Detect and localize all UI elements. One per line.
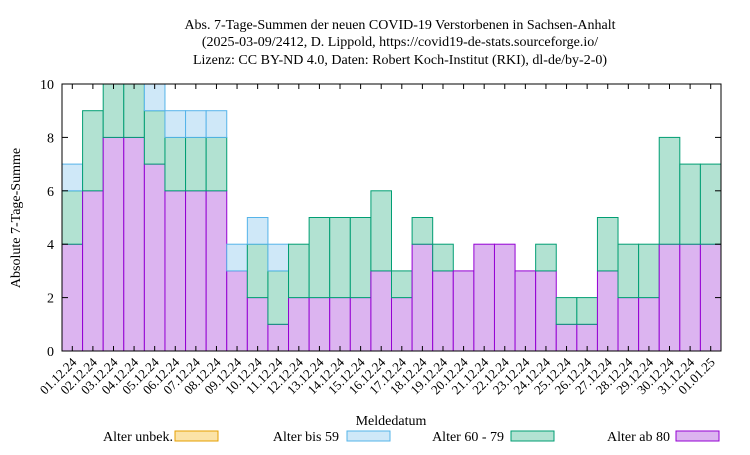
bar-alter-60-79-15.12.24: [349, 217, 372, 299]
bar-alter-ab-80-17.12.24: [391, 297, 413, 352]
y-axis: 0 2 4 6 8 10: [40, 78, 721, 360]
bar-alter-ab-80-16.12.24: [370, 270, 392, 352]
bar-alter-ab-80-15.12.24: [349, 297, 372, 352]
chart-title: Abs. 7-Tage-Summen der neuen COVID-19 Ve…: [184, 18, 615, 68]
y-axis-label: Absolute 7-Tage-Summe: [9, 148, 24, 288]
bar-alter-ab-80-29.12.24: [638, 297, 660, 352]
y-tick-label: 0: [47, 345, 54, 360]
legend-label: Alter ab 80: [607, 430, 670, 445]
bar-alter-60-79-25.12.24: [555, 297, 578, 325]
bar-alter-bis-59-06.12.24: [164, 110, 187, 138]
legend-label: Alter 60 - 79: [432, 430, 504, 445]
legend-label: Alter unbek.: [103, 430, 173, 445]
bar-alter-bis-59-07.12.24: [185, 110, 207, 138]
bar-alter-60-79-28.12.24: [617, 243, 640, 299]
bar-alter-60-79-12.12.24: [288, 243, 310, 299]
bar-alter-ab-80-09.12.24: [226, 270, 248, 352]
bar-alter-ab-80-27.12.24: [596, 270, 619, 352]
legend: Alter unbek. Alter bis 59 Alter 60 - 79 Alt…: [103, 430, 720, 445]
bar-alter-ab-80-24.12.24: [535, 270, 557, 352]
bar-alter-60-79-08.12.24: [205, 136, 228, 192]
bar-alter-ab-80-03.12.24: [102, 136, 125, 352]
chart-title-line-2: (2025-03-09/2412, D. Lippold, https://co…: [202, 35, 598, 50]
bar-alter-60-79-01.01.25: [699, 163, 722, 245]
bar-alter-60-79-18.12.24: [411, 217, 434, 245]
bar-alter-60-79-02.12.24: [82, 110, 104, 192]
bar-alter-ab-80-14.12.24: [329, 297, 351, 352]
legend-swatch: [174, 430, 219, 442]
bar-alter-bis-59-08.12.24: [205, 110, 228, 138]
bar-alter-ab-80-02.12.24: [82, 190, 104, 352]
y-tick-label: 8: [47, 131, 54, 146]
bar-alter-60-79-19.12.24: [432, 243, 454, 272]
bar-alter-ab-80-13.12.24: [308, 297, 331, 352]
bar-alter-ab-80-23.12.24: [514, 270, 537, 352]
legend-swatch: [510, 430, 555, 442]
bar-alter-60-79-10.12.24: [246, 243, 269, 299]
bar-alter-bis-59-10.12.24: [246, 217, 269, 245]
bar-alter-ab-80-18.12.24: [411, 243, 434, 352]
y-tick-label: 2: [47, 292, 54, 307]
bar-alter-60-79-26.12.24: [576, 297, 598, 325]
bar-alter-60-79-13.12.24: [308, 217, 331, 299]
bar-alter-ab-80-22.12.24: [493, 243, 516, 352]
bar-alter-ab-80-20.12.24: [452, 270, 475, 352]
bar-alter-60-79-06.12.24: [164, 136, 187, 192]
bar-alter-bis-59-01.12.24: [61, 163, 84, 192]
bar-alter-ab-80-21.12.24: [473, 243, 495, 352]
bar-alter-60-79-16.12.24: [370, 190, 392, 272]
bars: [61, 83, 722, 352]
bar-alter-ab-80-12.12.24: [288, 297, 310, 352]
bar-alter-bis-59-09.12.24: [226, 243, 248, 272]
bar-alter-60-79-03.12.24: [102, 83, 125, 138]
y-tick-label: 4: [47, 238, 54, 253]
legend-swatch: [675, 430, 720, 442]
bar-alter-60-79-04.12.24: [123, 83, 145, 138]
bar-alter-ab-80-30.12.24: [658, 243, 681, 352]
bar-alter-ab-80-04.12.24: [123, 136, 145, 352]
bar-alter-ab-80-05.12.24: [143, 163, 166, 352]
bar-alter-60-79-17.12.24: [391, 270, 413, 299]
bar-alter-60-79-01.12.24: [61, 190, 84, 245]
bar-alter-60-79-31.12.24: [679, 163, 701, 245]
bar-alter-60-79-14.12.24: [329, 217, 351, 299]
bar-alter-60-79-05.12.24: [143, 110, 166, 165]
bar-alter-ab-80-31.12.24: [679, 243, 701, 352]
x-axis-label: Meldedatum: [356, 414, 427, 429]
bar-alter-60-79-30.12.24: [658, 136, 681, 245]
bar-alter-60-79-29.12.24: [638, 243, 660, 299]
y-tick-label: 6: [47, 185, 54, 200]
bar-alter-60-79-27.12.24: [596, 217, 619, 272]
bar-alter-ab-80-07.12.24: [185, 190, 207, 352]
bar-alter-ab-80-06.12.24: [164, 190, 187, 352]
bar-alter-60-79-11.12.24: [267, 270, 290, 325]
plot-frame: [61, 83, 722, 352]
bar-alter-ab-80-10.12.24: [246, 297, 269, 352]
legend-label: Alter bis 59: [273, 430, 339, 445]
bar-alter-ab-80-28.12.24: [617, 297, 640, 352]
chart-title-line-3: Lizenz: CC BY-ND 4.0, Daten: Robert Koch…: [193, 53, 607, 68]
bar-alter-ab-80-08.12.24: [205, 190, 228, 352]
bar-alter-ab-80-19.12.24: [432, 270, 454, 352]
chart-title-line-1: Abs. 7-Tage-Summen der neuen COVID-19 Ve…: [184, 18, 615, 33]
legend-swatch: [346, 430, 391, 442]
bar-alter-bis-59-11.12.24: [267, 243, 290, 272]
bar-alter-60-79-24.12.24: [535, 243, 557, 272]
bar-alter-60-79-07.12.24: [185, 136, 207, 192]
y-tick-label: 10: [40, 78, 54, 93]
